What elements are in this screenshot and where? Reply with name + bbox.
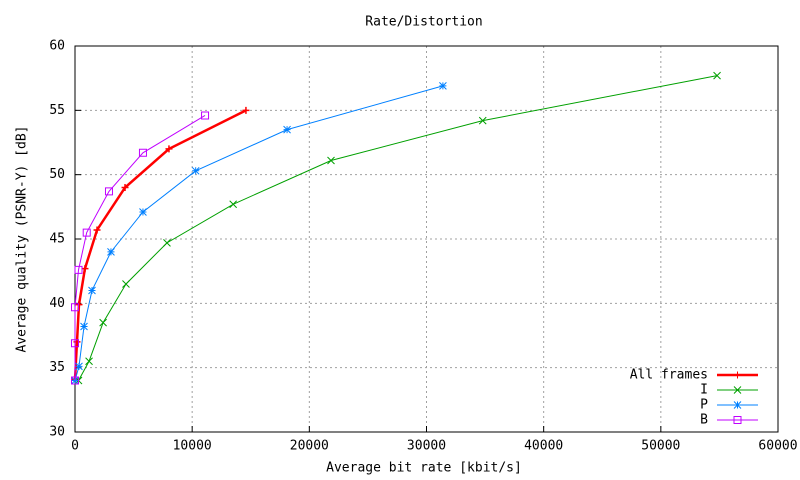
marker — [80, 322, 88, 331]
marker — [75, 362, 83, 371]
marker — [163, 239, 171, 247]
legend-marker — [733, 401, 742, 409]
marker — [81, 265, 89, 273]
x-tick-label: 10000 — [173, 439, 212, 454]
marker — [121, 184, 129, 192]
marker — [242, 106, 250, 114]
x-tick-label: 40000 — [524, 439, 563, 454]
y-axis-label: Average quality (PSNR-Y) [dB] — [15, 126, 30, 353]
marker — [71, 376, 79, 385]
y-tick-label: 50 — [49, 167, 65, 182]
legend-label: All frames — [630, 368, 708, 383]
marker — [138, 148, 147, 157]
y-tick-label: 40 — [49, 296, 65, 311]
x-axis-label: Average bit rate [kbit/s] — [326, 461, 522, 476]
marker — [85, 357, 93, 366]
marker — [439, 82, 447, 90]
y-tick-label: 30 — [49, 425, 65, 440]
marker — [104, 187, 113, 196]
marker — [165, 145, 173, 153]
marker — [82, 228, 91, 237]
legend-label: B — [700, 413, 708, 428]
y-tick-label: 35 — [49, 360, 65, 375]
y-tick-label: 55 — [49, 103, 65, 118]
marker — [283, 125, 291, 134]
marker — [71, 339, 79, 348]
marker — [713, 71, 721, 80]
chart-title: Rate/Distortion — [365, 15, 482, 30]
marker — [88, 286, 96, 295]
y-tick-label: 45 — [49, 232, 65, 247]
series-line — [73, 109, 247, 380]
x-tick-label: 50000 — [641, 439, 680, 454]
marker — [201, 111, 210, 120]
marker — [191, 166, 200, 175]
marker — [478, 116, 487, 125]
series-line — [74, 115, 206, 381]
legend-label: P — [700, 398, 708, 413]
legend-marker — [733, 416, 742, 424]
marker — [93, 226, 101, 234]
plot-frame — [74, 45, 779, 433]
legend-label: I — [700, 383, 708, 398]
marker — [74, 265, 83, 274]
x-tick-label: 20000 — [290, 439, 329, 454]
marker — [327, 156, 335, 165]
marker — [229, 200, 238, 209]
y-tick-label: 60 — [49, 39, 65, 54]
marker — [122, 280, 130, 288]
marker — [71, 303, 79, 312]
marker — [107, 248, 115, 256]
legend-marker — [733, 386, 742, 394]
marker — [139, 208, 147, 216]
x-tick-label: 30000 — [407, 439, 446, 454]
legend-marker — [734, 371, 741, 379]
marker — [99, 318, 107, 327]
x-tick-label: 60000 — [758, 439, 797, 454]
x-tick-label: 0 — [71, 439, 79, 454]
